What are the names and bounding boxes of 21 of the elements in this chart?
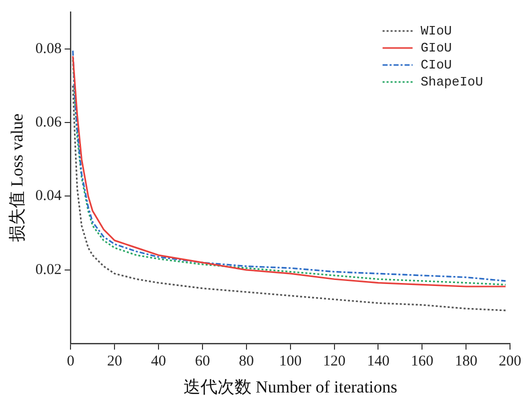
y-tick-label: 0.04: [35, 188, 62, 204]
legend-label: ShapeIoU: [420, 74, 484, 90]
x-tick-label: 60: [194, 354, 210, 370]
x-tick-label: 120: [323, 354, 346, 370]
y-axis-title: 损失值 Loss value: [8, 114, 27, 242]
legend-label: CIoU: [420, 57, 452, 72]
y-tick-label: 0.06: [35, 114, 62, 130]
x-tick-label: 200: [498, 354, 522, 370]
x-tick-label: 140: [366, 354, 390, 370]
legend-label: GIoU: [420, 40, 452, 56]
x-axis-title: 迭代次数 Number of iterations: [183, 377, 398, 396]
x-tick-label: 100: [279, 354, 302, 370]
y-tick-label: 0.02: [35, 262, 62, 278]
legend-label: WIoU: [420, 23, 452, 38]
x-tick-label: 80: [238, 354, 254, 370]
x-tick-label: 160: [410, 354, 434, 370]
x-tick-label: 20: [107, 354, 122, 370]
x-tick-label: 0: [66, 354, 74, 370]
x-tick-label: 40: [151, 354, 166, 370]
x-tick-label: 180: [454, 354, 478, 370]
y-tick-label: 0.08: [35, 40, 62, 57]
